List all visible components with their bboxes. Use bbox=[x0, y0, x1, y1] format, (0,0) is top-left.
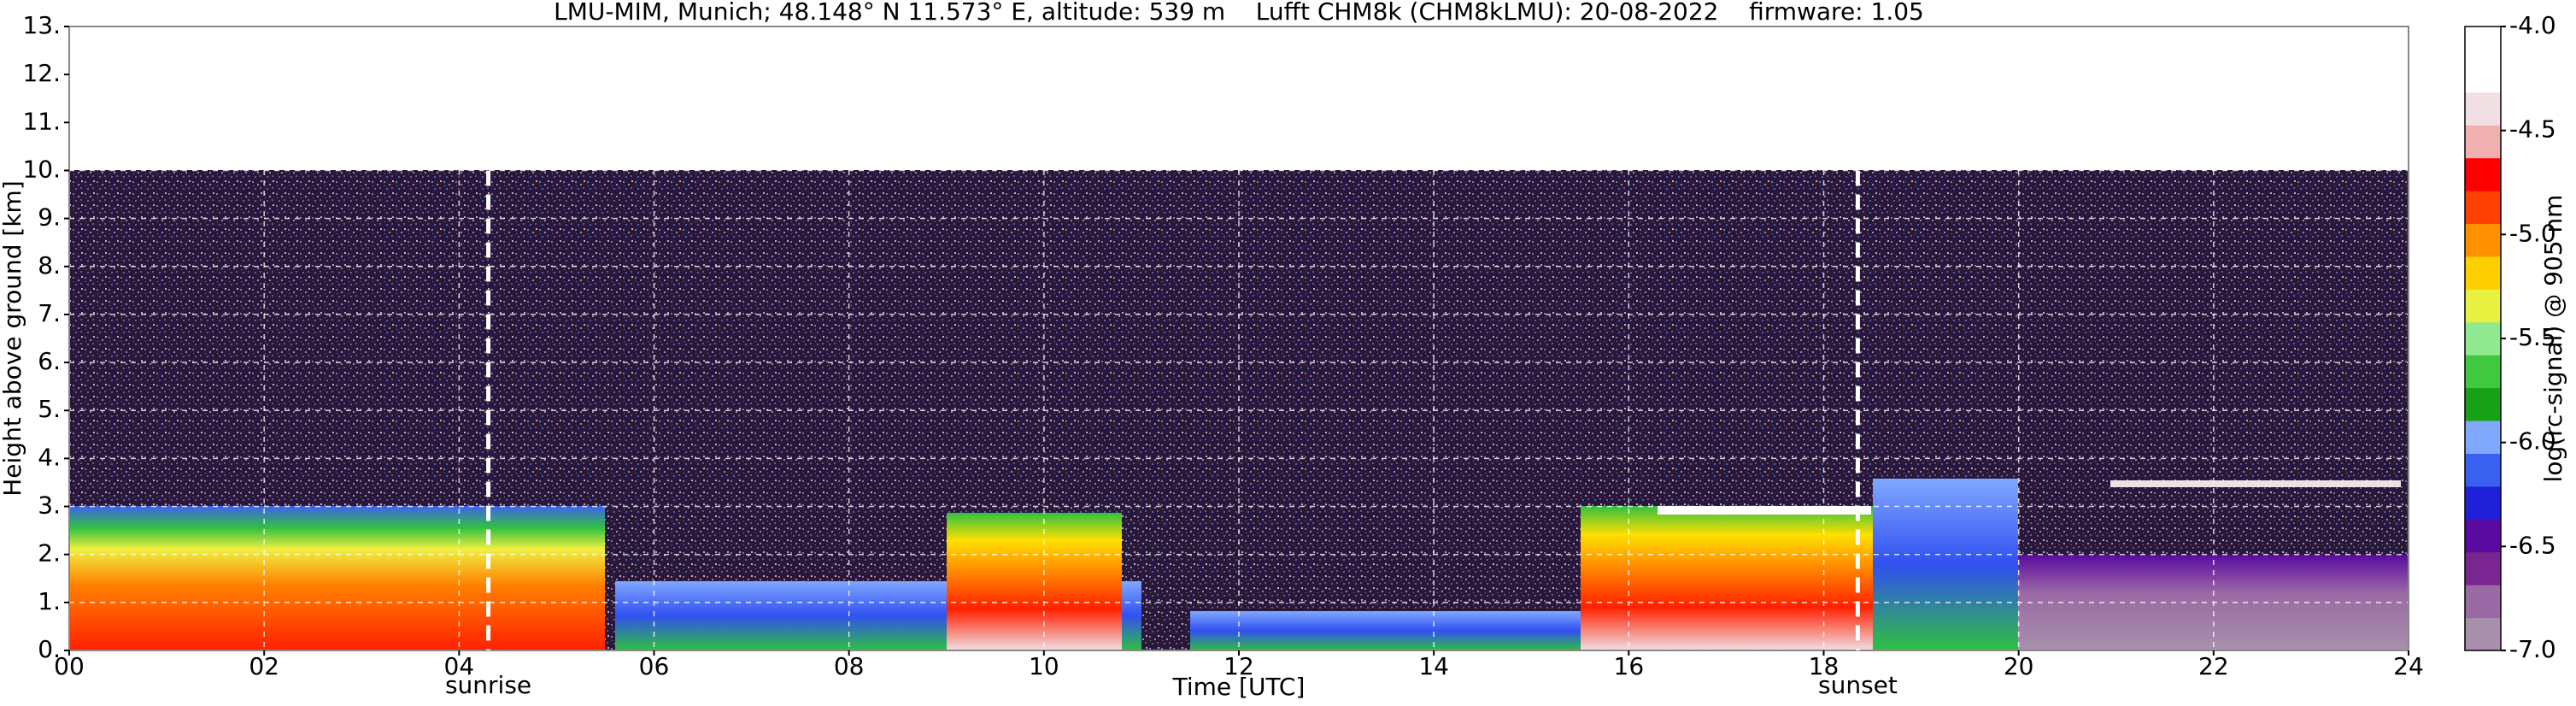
colorbar-swatch bbox=[2465, 387, 2501, 421]
x-tick-label: 06 bbox=[639, 652, 670, 680]
colorbar-label: log(rc-signal) @ 905 nm bbox=[2539, 195, 2567, 483]
y-tick-label: 2. bbox=[38, 539, 61, 568]
colorbar-swatch bbox=[2465, 256, 2501, 290]
x-tick-label: 24 bbox=[2393, 652, 2424, 680]
x-tick-label: 18 bbox=[1809, 652, 1840, 680]
x-tick-label: 14 bbox=[1418, 652, 1449, 680]
colorbar-swatch bbox=[2465, 421, 2501, 454]
x-tick-label: 10 bbox=[1029, 652, 1059, 680]
colorbar-swatch bbox=[2465, 453, 2501, 487]
colorbar-swatch bbox=[2465, 59, 2501, 93]
colorbar-swatch bbox=[2465, 91, 2501, 126]
annotation-label: sunrise bbox=[445, 671, 531, 699]
colorbar-swatch bbox=[2465, 519, 2501, 553]
y-tick-label: 10. bbox=[22, 155, 61, 183]
x-tick-label: 04 bbox=[444, 652, 475, 680]
colorbar-swatch bbox=[2465, 355, 2501, 389]
y-tick-label: 5. bbox=[38, 395, 61, 423]
x-tick-label: 22 bbox=[2198, 652, 2229, 680]
colorbar-swatch bbox=[2465, 223, 2501, 257]
x-tick-label: 08 bbox=[834, 652, 865, 680]
annotation-label: sunset bbox=[1818, 671, 1898, 699]
colorbar-swatch bbox=[2465, 26, 2501, 60]
y-tick-label: 7. bbox=[38, 299, 61, 327]
colorbar-swatch bbox=[2465, 321, 2501, 356]
y-tick-label: 9. bbox=[38, 203, 61, 232]
colorbar-swatch bbox=[2465, 617, 2501, 651]
y-tick-label: 3. bbox=[38, 491, 61, 520]
y-axis-label: Height above ground [km] bbox=[0, 180, 26, 497]
y-tick-label: 4. bbox=[38, 443, 61, 471]
x-tick-label: 16 bbox=[1614, 652, 1645, 680]
colorbar-swatch bbox=[2465, 485, 2501, 520]
x-tick-label: 00 bbox=[54, 652, 85, 680]
chart-title: LMU-MIM, Munich; 48.148° N 11.573° E, al… bbox=[554, 0, 1924, 26]
y-tick-label: 13. bbox=[22, 11, 61, 39]
y-tick-label: 11. bbox=[22, 107, 61, 135]
colorbar-tick-label: -4.0 bbox=[2509, 11, 2556, 39]
colorbar-swatch bbox=[2465, 289, 2501, 323]
colorbar-tick-label: -5.5 bbox=[2509, 323, 2556, 351]
colorbar-tick-label: -6.0 bbox=[2509, 427, 2556, 456]
y-tick-label: 0. bbox=[38, 635, 61, 663]
colorbar-swatch bbox=[2465, 191, 2501, 225]
y-tick-label: 1. bbox=[38, 587, 61, 615]
x-axis-label: Time [UTC] bbox=[1172, 673, 1306, 701]
y-tick-label: 6. bbox=[38, 347, 61, 375]
y-tick-label: 8. bbox=[38, 251, 61, 279]
x-tick-label: 12 bbox=[1223, 652, 1254, 680]
colorbar-swatch bbox=[2465, 157, 2501, 191]
colorbar-swatch bbox=[2465, 585, 2501, 619]
colorbar-swatch bbox=[2465, 125, 2501, 159]
colorbar-tick-label: -5.0 bbox=[2509, 219, 2556, 247]
colorbar-tick-label: -6.5 bbox=[2509, 531, 2556, 559]
colorbar-tick-label: -7.0 bbox=[2509, 635, 2556, 663]
x-tick-label: 20 bbox=[2004, 652, 2034, 680]
y-tick-label: 12. bbox=[22, 59, 61, 87]
colorbar-swatch bbox=[2465, 551, 2501, 585]
colorbar-tick-label: -4.5 bbox=[2509, 115, 2556, 144]
x-tick-label: 02 bbox=[249, 652, 279, 680]
